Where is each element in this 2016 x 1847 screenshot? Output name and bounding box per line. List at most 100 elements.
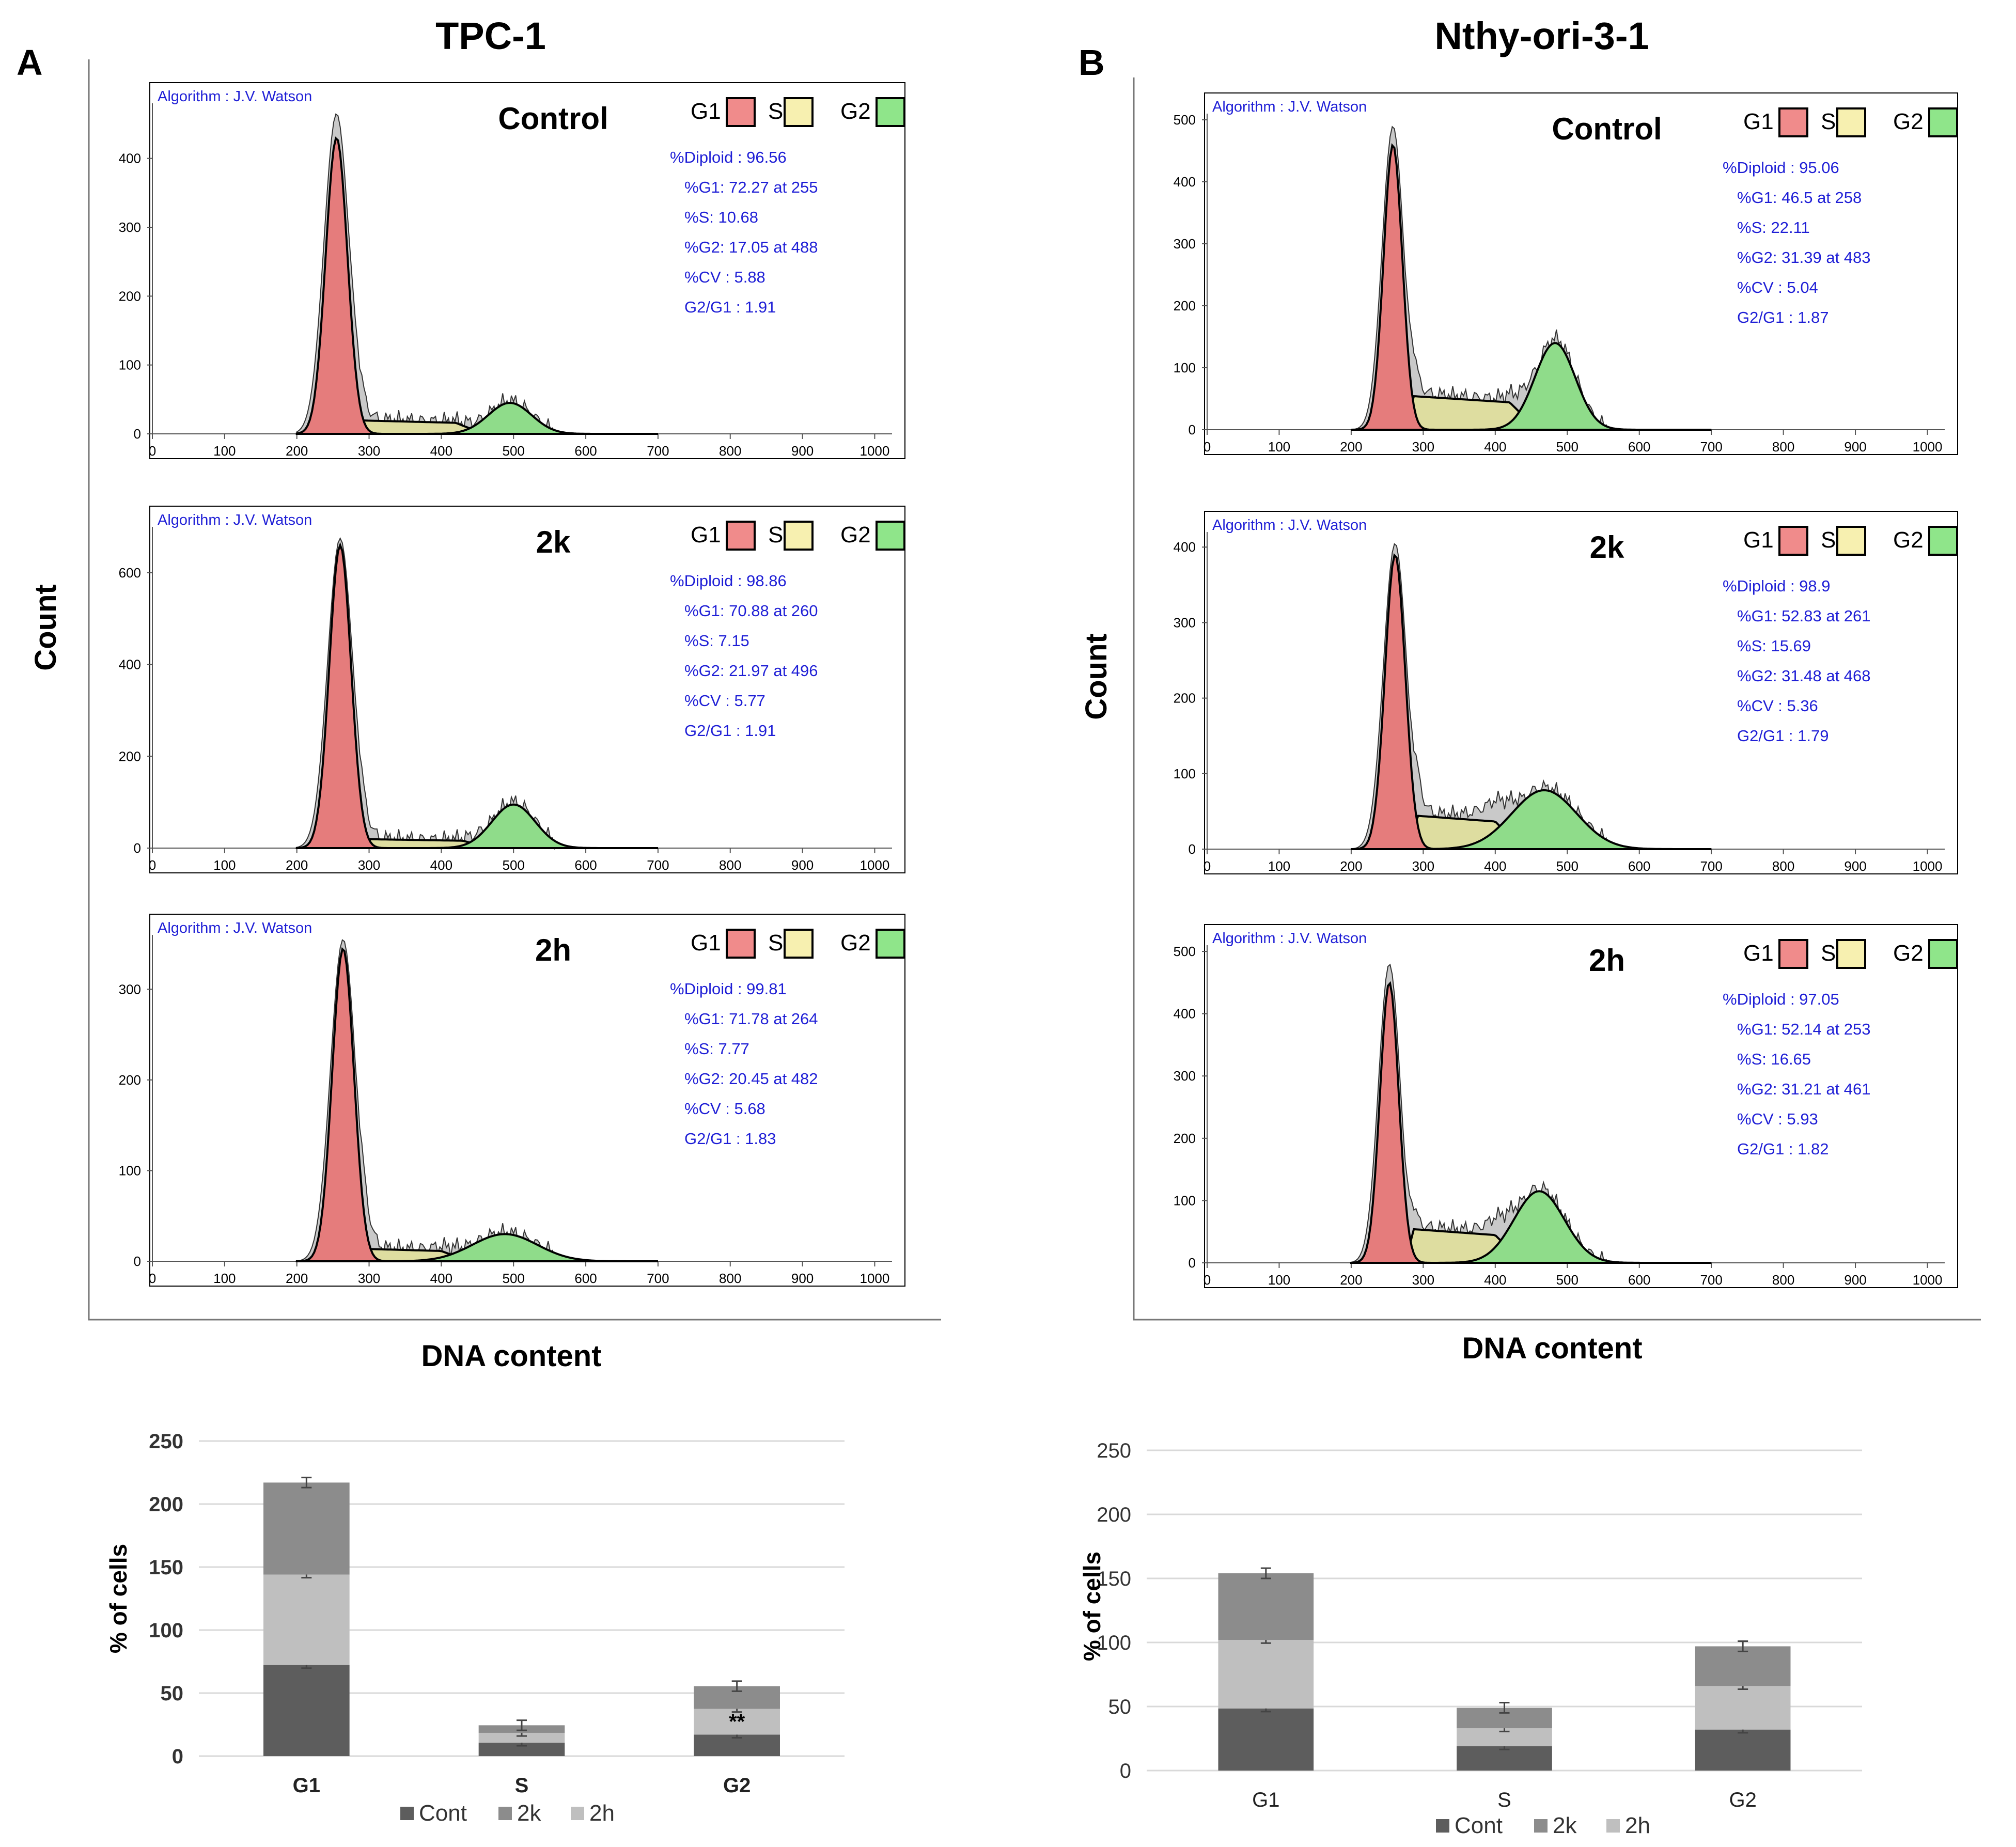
legend-swatch-s (784, 97, 814, 127)
x-tick-label: 700 (1700, 858, 1722, 874)
stat-line: G2/G1 : 1.91 (684, 298, 776, 316)
legend-label-g2: G2 (1893, 941, 1924, 966)
y-tick-label: 200 (1174, 691, 1196, 706)
condition-label: 2k (1590, 530, 1624, 565)
legend-label-g1: G1 (1743, 109, 1774, 134)
condition-label: 2h (1589, 943, 1625, 978)
legend-swatch-2k (498, 1807, 512, 1820)
legend-label-g2: G2 (1893, 527, 1924, 553)
legend-swatch-g2 (1928, 526, 1958, 556)
x-tick-label: 600 (1628, 858, 1650, 874)
x-tick-label: 500 (503, 1271, 525, 1286)
y-tick-label: 400 (1174, 539, 1196, 555)
stat-line: %S: 22.11 (1737, 218, 1810, 237)
histogram-1-1: 0 100 200 300 400 500 600 700 800 900 1000 0 100 200 3… (1174, 511, 1958, 874)
panel-frame (1133, 77, 1981, 1321)
x-tick-label: 700 (1700, 439, 1722, 455)
g1-phase-area (1350, 981, 1712, 1264)
stat-line: %CV : 5.88 (684, 268, 765, 286)
x-tick-label: 500 (1556, 439, 1579, 455)
condition-label: 2h (535, 933, 571, 967)
g1-phase-area (295, 136, 658, 435)
x-tick-label: 100 (1268, 1272, 1290, 1288)
x-tick-label: 900 (791, 443, 814, 459)
x-tick-label: 100 (213, 1271, 236, 1286)
legend-swatch-g1 (1778, 939, 1808, 969)
y-tick-label: 300 (119, 220, 141, 235)
y-tick-label: 150 (1097, 1568, 1131, 1590)
y-tick-label: 0 (134, 426, 141, 442)
percent-cells-axis-label: % of cells (105, 1544, 132, 1653)
x-tick-label: 0 (149, 443, 156, 459)
x-tick-label: 800 (719, 443, 741, 459)
y-tick-label: 100 (119, 357, 141, 373)
significance-annotation: ** (729, 1710, 745, 1733)
legend-swatch-g2 (1928, 939, 1958, 969)
stat-line: %G1: 52.83 at 261 (1737, 607, 1871, 625)
legend-swatch-cont (1436, 1819, 1449, 1833)
x-tick-label: 1000 (1913, 858, 1943, 874)
category-label: G2 (1729, 1789, 1756, 1811)
y-tick-label: 0 (1120, 1760, 1131, 1782)
bar-segment-s-cont (1457, 1746, 1552, 1771)
x-tick-label: 600 (574, 857, 597, 873)
y-tick-label: 50 (1108, 1696, 1132, 1718)
y-tick-label: 300 (1174, 1068, 1196, 1084)
y-tick-label: 600 (119, 565, 141, 581)
x-tick-label: 100 (213, 443, 236, 459)
legend-label-g1: G1 (1743, 527, 1774, 553)
stat-line: %S: 15.69 (1737, 637, 1811, 655)
legend-swatch-g1 (726, 97, 756, 127)
error-bar (1738, 1640, 1748, 1652)
x-tick-label: 0 (149, 1271, 156, 1286)
x-tick-label: 300 (1412, 439, 1434, 455)
legend-swatch-s (784, 929, 814, 959)
x-tick-label: 900 (1844, 1272, 1866, 1288)
dna-content-axis-label: DNA content (1462, 1332, 1642, 1365)
condition-label: Control (498, 101, 608, 136)
bar-segment-g2-2h (1695, 1686, 1791, 1730)
panel-letter: A (17, 42, 43, 83)
y-tick-label: 300 (119, 981, 141, 997)
legend-label-cont: Cont (419, 1801, 467, 1826)
bar-segment-g2-cont (1695, 1729, 1791, 1771)
legend-swatch-g1 (726, 929, 756, 959)
stat-line: %Diploid : 95.06 (1723, 159, 1839, 177)
g1-phase-area (295, 947, 658, 1262)
x-tick-label: 800 (1772, 1272, 1794, 1288)
stat-line: %G1: 71.78 at 264 (684, 1010, 818, 1028)
stat-line: G2/G1 : 1.79 (1737, 727, 1829, 745)
x-tick-label: 900 (791, 857, 814, 873)
histogram-1-0: 0 100 200 300 400 500 600 700 800 900 1000 0 100 200 3… (1174, 92, 1958, 455)
stat-line: %CV : 5.36 (1737, 697, 1818, 715)
dna-content-axis-label: DNA content (421, 1339, 601, 1373)
histogram-0-0: 0 100 200 300 400 500 600 700 800 900 1000 0 100 200 3… (119, 82, 905, 459)
histogram-plot-frame (1204, 511, 1958, 874)
x-tick-label: 100 (213, 857, 236, 873)
x-tick-label: 600 (574, 443, 597, 459)
legend-label-s: S (1821, 941, 1836, 966)
x-tick-label: 500 (503, 443, 525, 459)
stat-line: %CV : 5.68 (684, 1100, 765, 1118)
algorithm-label: Algorithm : J.V. Watson (1212, 517, 1367, 534)
stat-line: G2/G1 : 1.83 (684, 1130, 776, 1148)
x-tick-label: 0 (1204, 858, 1211, 874)
bar-legend-1: Cont 2k 2h (1436, 1813, 1650, 1838)
y-tick-label: 500 (1174, 944, 1196, 959)
stat-line: %G2: 20.45 at 482 (684, 1070, 818, 1088)
condition-label: 2k (536, 525, 571, 559)
percent-cells-axis-label: % of cells (1079, 1552, 1105, 1661)
x-tick-label: 400 (430, 857, 452, 873)
y-tick-label: 400 (119, 151, 141, 166)
x-tick-label: 200 (1340, 858, 1362, 874)
stat-line: G2/G1 : 1.87 (1737, 308, 1829, 326)
legend-label-s: S (768, 522, 783, 547)
x-tick-label: 1000 (860, 443, 890, 459)
histogram-0-2: 0 100 200 300 400 500 600 700 800 900 1000 0 100 200 3… (119, 914, 905, 1287)
stat-line: %Diploid : 99.81 (670, 980, 787, 998)
y-tick-label: 200 (1174, 1131, 1196, 1146)
stat-line: %G2: 31.21 at 461 (1737, 1080, 1871, 1098)
stat-line: %G2: 31.48 at 468 (1737, 667, 1871, 685)
